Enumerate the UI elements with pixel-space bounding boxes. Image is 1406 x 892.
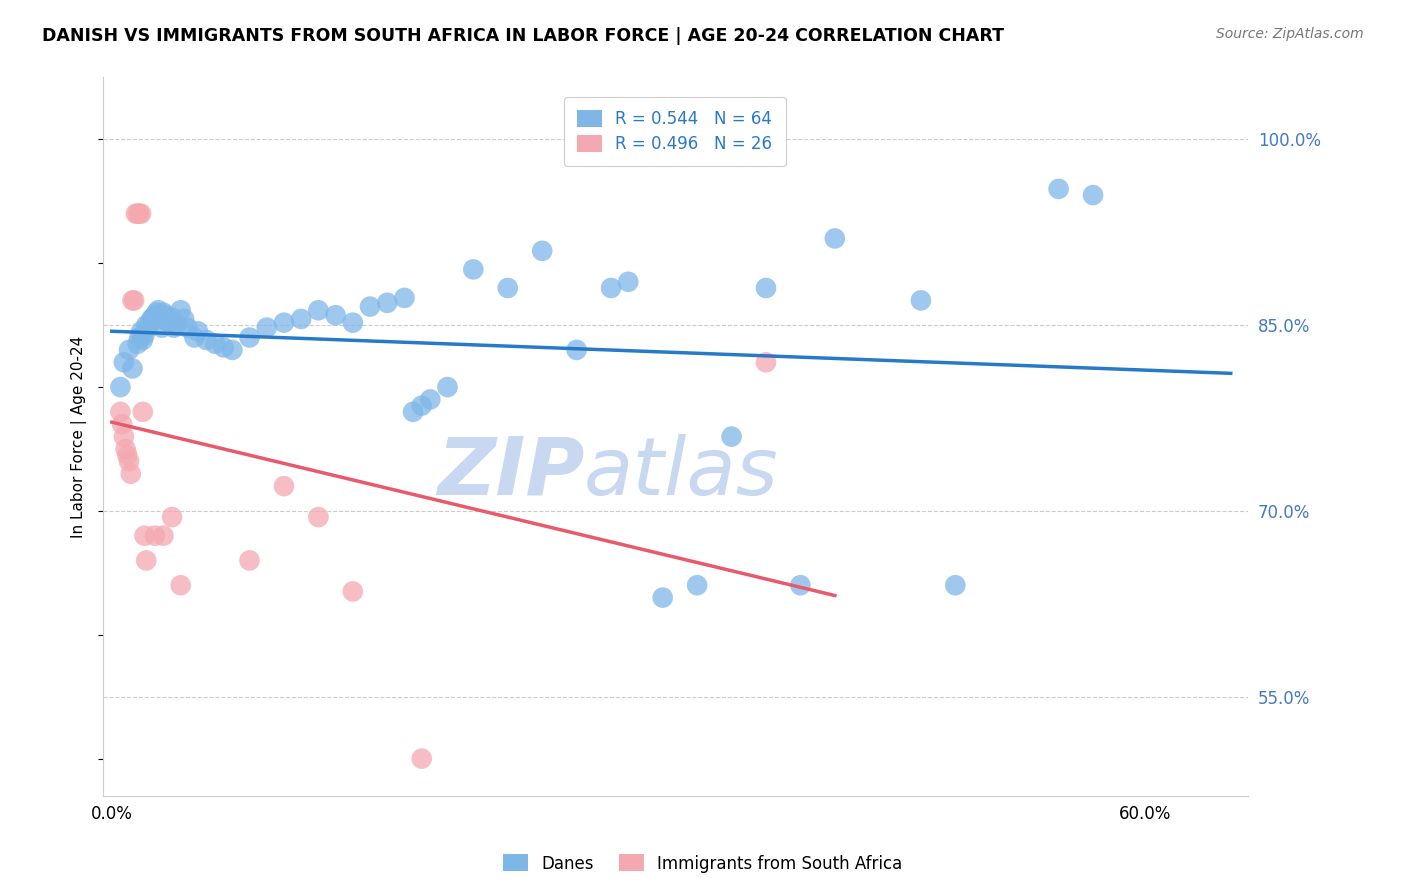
Point <box>238 330 260 344</box>
Point <box>145 306 167 320</box>
Point <box>273 316 295 330</box>
Point <box>127 207 149 221</box>
Point <box>173 312 195 326</box>
Point <box>127 336 149 351</box>
Point <box>238 553 260 567</box>
Point <box>565 343 588 357</box>
Point <box>402 405 425 419</box>
Point <box>755 355 778 369</box>
Point <box>789 578 811 592</box>
Point <box>118 343 141 357</box>
Point <box>221 343 243 357</box>
Point <box>359 300 381 314</box>
Point <box>1047 182 1070 196</box>
Point <box>160 510 183 524</box>
Point <box>118 454 141 468</box>
Point <box>1081 188 1104 202</box>
Point <box>153 308 176 322</box>
Point <box>496 281 519 295</box>
Point <box>342 316 364 330</box>
Point <box>121 293 143 308</box>
Point <box>134 529 156 543</box>
Point <box>152 306 174 320</box>
Point <box>132 405 155 419</box>
Point <box>170 578 193 592</box>
Point <box>411 399 433 413</box>
Point <box>256 320 278 334</box>
Point <box>135 553 157 567</box>
Point <box>160 310 183 325</box>
Point <box>651 591 673 605</box>
Point <box>121 361 143 376</box>
Point <box>290 312 312 326</box>
Point <box>141 312 163 326</box>
Point <box>342 584 364 599</box>
Point <box>617 275 640 289</box>
Point <box>111 417 134 432</box>
Point <box>157 316 180 330</box>
Point <box>149 312 172 326</box>
Point <box>128 330 150 344</box>
Point <box>125 207 148 221</box>
Point <box>136 320 159 334</box>
Point <box>166 318 188 333</box>
Point <box>110 380 132 394</box>
Y-axis label: In Labor Force | Age 20-24: In Labor Force | Age 20-24 <box>72 335 87 538</box>
Point <box>176 320 198 334</box>
Point <box>152 529 174 543</box>
Point <box>148 303 170 318</box>
Point <box>204 336 226 351</box>
Legend: R = 0.544   N = 64, R = 0.496   N = 26: R = 0.544 N = 64, R = 0.496 N = 26 <box>564 96 786 166</box>
Point <box>128 207 150 221</box>
Point <box>273 479 295 493</box>
Point <box>142 310 165 325</box>
Point <box>110 405 132 419</box>
Point <box>163 320 186 334</box>
Point <box>183 330 205 344</box>
Point <box>129 324 152 338</box>
Point <box>411 751 433 765</box>
Point <box>394 291 416 305</box>
Point <box>824 231 846 245</box>
Point <box>720 429 742 443</box>
Point <box>187 324 209 338</box>
Point <box>120 467 142 481</box>
Point <box>600 281 623 295</box>
Point <box>436 380 458 394</box>
Point <box>112 429 135 443</box>
Point <box>117 448 139 462</box>
Point <box>943 578 966 592</box>
Point <box>132 333 155 347</box>
Point <box>307 510 329 524</box>
Text: Source: ZipAtlas.com: Source: ZipAtlas.com <box>1216 27 1364 41</box>
Point <box>143 529 166 543</box>
Point <box>150 320 173 334</box>
Point <box>143 308 166 322</box>
Text: DANISH VS IMMIGRANTS FROM SOUTH AFRICA IN LABOR FORCE | AGE 20-24 CORRELATION CH: DANISH VS IMMIGRANTS FROM SOUTH AFRICA I… <box>42 27 1004 45</box>
Point <box>375 296 398 310</box>
Point <box>170 303 193 318</box>
Point <box>755 281 778 295</box>
Point <box>195 333 218 347</box>
Point <box>122 293 145 308</box>
Point <box>114 442 136 456</box>
Point <box>686 578 709 592</box>
Point <box>910 293 932 308</box>
Point <box>135 318 157 333</box>
Point <box>129 207 152 221</box>
Point <box>463 262 485 277</box>
Point <box>307 303 329 318</box>
Text: atlas: atlas <box>583 434 779 511</box>
Text: ZIP: ZIP <box>437 434 583 511</box>
Point <box>134 328 156 343</box>
Point <box>531 244 554 258</box>
Point <box>138 316 160 330</box>
Point <box>112 355 135 369</box>
Point <box>325 308 347 322</box>
Point <box>212 340 235 354</box>
Legend: Danes, Immigrants from South Africa: Danes, Immigrants from South Africa <box>496 847 910 880</box>
Point <box>419 392 441 407</box>
